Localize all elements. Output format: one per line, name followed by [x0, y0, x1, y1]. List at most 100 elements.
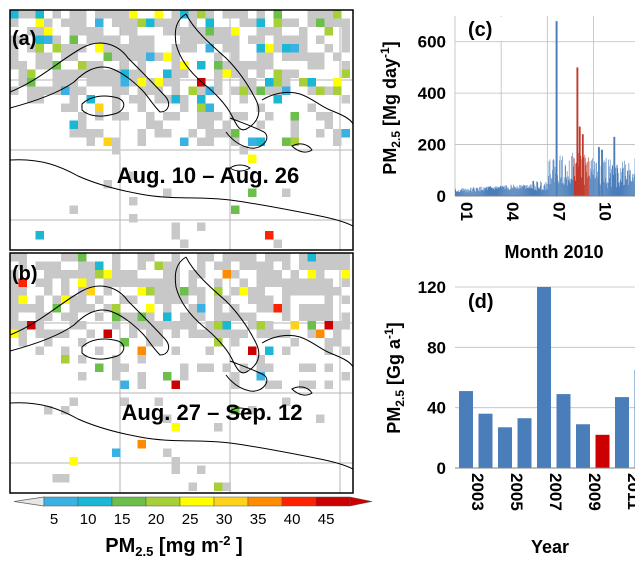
- map-cell: [333, 261, 342, 270]
- map-cell: [78, 18, 87, 27]
- map-cell: [282, 18, 291, 27]
- map-cell: [333, 137, 342, 146]
- map-cell: [129, 44, 138, 53]
- chart-c-bar: [470, 188, 471, 196]
- chart-c-bar: [632, 174, 633, 196]
- map-cell: [214, 52, 223, 61]
- chart-c-bar: [540, 185, 542, 196]
- chart-c-bar: [616, 164, 618, 196]
- map-cell: [112, 253, 121, 262]
- map-cell: [341, 61, 350, 70]
- chart-c-bar: [538, 187, 540, 196]
- map-cell: [265, 27, 274, 36]
- chart-c-bar: [469, 190, 470, 196]
- chart-c-bar: [565, 166, 566, 196]
- chart-c-bar: [553, 160, 555, 196]
- map-cell: [307, 261, 316, 270]
- map-cell: [341, 295, 350, 304]
- map-cell: [27, 10, 36, 19]
- map-cell: [146, 52, 155, 61]
- map-cell: [44, 27, 53, 36]
- chart-c-bar: [609, 178, 610, 196]
- map-cell: [61, 270, 70, 279]
- chart-c-bar: [493, 187, 495, 196]
- chart-d-annual: 0 40 80 120 2003 2005 2007 2009 2011 (d) Year P…: [382, 278, 635, 557]
- map-cell: [78, 304, 87, 313]
- map-cell: [188, 278, 197, 287]
- map-cell: [180, 103, 189, 112]
- map-cell: [78, 321, 87, 330]
- chart-c-bar: [466, 191, 467, 196]
- chart-d-bar: [595, 434, 610, 468]
- chart-c-bar: [481, 189, 482, 196]
- map-cell: [214, 329, 223, 338]
- chart-c-bar: [512, 187, 513, 196]
- map-cell: [27, 27, 36, 36]
- map-cell: [146, 312, 155, 321]
- chart-c-bar: [562, 184, 564, 196]
- map-cell: [197, 465, 206, 474]
- map-cell: [95, 261, 104, 270]
- chart-c-bar: [458, 191, 459, 196]
- map-cell: [290, 120, 299, 129]
- map-cell: [248, 61, 257, 70]
- chart-c-bar: [620, 181, 622, 196]
- chart-c-bar: [535, 189, 537, 196]
- map-cell: [188, 129, 197, 138]
- map-cell: [299, 380, 308, 389]
- chart-c-bar: [609, 159, 611, 196]
- map-cell: [316, 35, 325, 44]
- chart-c-bar: [508, 189, 510, 196]
- map-cell: [324, 346, 333, 355]
- map-cell: [307, 10, 316, 19]
- map-cell: [180, 27, 189, 36]
- map-cell: [146, 120, 155, 129]
- map-cell: [197, 35, 206, 44]
- chart-c-bar: [477, 188, 478, 196]
- map-cell: [282, 137, 291, 146]
- map-cell: [256, 321, 265, 330]
- map-cell: [205, 112, 214, 121]
- map-cell: [44, 406, 53, 415]
- map-cell: [188, 18, 197, 27]
- map-cell: [120, 61, 129, 70]
- chart-c-bar: [570, 178, 572, 196]
- chart-c-bar: [511, 185, 512, 196]
- map-cell: [171, 423, 180, 432]
- chart-c-bar: [503, 186, 505, 196]
- map-cell: [18, 329, 27, 338]
- chart-c-daily: 0 200 400 600 01 04 07 10 (c) Month 2010 PM2.5…: [378, 16, 635, 262]
- map-cell: [18, 287, 27, 296]
- map-cell: [188, 86, 197, 95]
- map-cell: [35, 321, 44, 330]
- chart-c-bar: [550, 174, 551, 196]
- map-cell: [171, 261, 180, 270]
- map-cell: [112, 321, 121, 330]
- chart-c-gridlines: [454, 16, 635, 196]
- map-cell: [333, 287, 342, 296]
- map-cell: [44, 18, 53, 27]
- map-cell: [197, 270, 206, 279]
- chart-c-bar: [479, 186, 481, 196]
- map-cell: [180, 363, 189, 372]
- map-cell: [44, 52, 53, 61]
- chart-c-bar: [455, 189, 457, 196]
- chart-c-bar: [604, 162, 606, 196]
- map-cell: [248, 261, 257, 270]
- map-cell: [333, 329, 342, 338]
- chart-c-bar: [630, 180, 632, 196]
- map-cell: [52, 261, 61, 270]
- colorbar-tick-label: 45: [318, 511, 335, 528]
- map-cell: [214, 78, 223, 87]
- chart-c-bar: [587, 177, 588, 196]
- map-cell: [265, 261, 274, 270]
- map-panel-b: (b) Aug. 27 – Sep. 12: [9, 252, 354, 494]
- map-cell: [290, 112, 299, 121]
- map-cell: [69, 253, 78, 262]
- chart-c-bar: [514, 186, 515, 196]
- map-cell: [171, 78, 180, 87]
- chart-c-bar: [618, 173, 620, 196]
- map-cell: [265, 231, 274, 240]
- map-cell: [239, 363, 248, 372]
- chart-c-bar: [498, 187, 500, 196]
